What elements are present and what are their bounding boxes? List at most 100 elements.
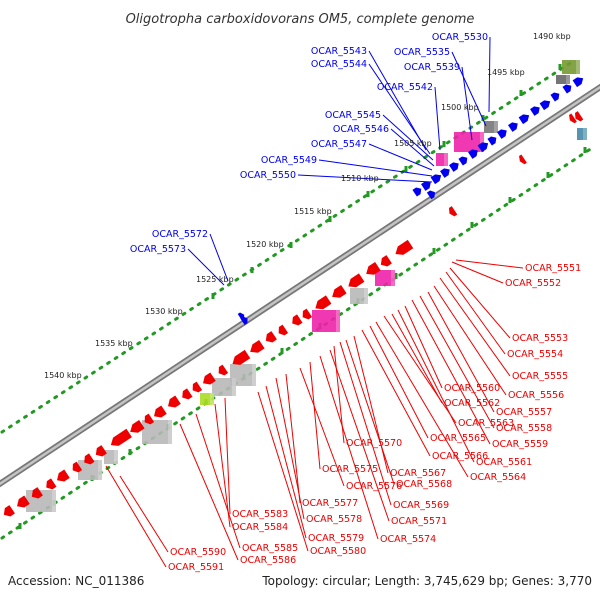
reverse-gene-label: OCAR_5551 bbox=[525, 263, 581, 274]
reverse-gene-label-leader-line bbox=[195, 413, 241, 549]
scale-label: 1525 kbp bbox=[196, 275, 234, 284]
forward-gene-arrow bbox=[487, 136, 497, 146]
dark-box bbox=[484, 121, 498, 133]
reverse-gene-label-leader-line bbox=[179, 423, 239, 561]
reverse-gene-arrow bbox=[72, 461, 83, 473]
reverse-gene-label: OCAR_5560 bbox=[444, 383, 500, 394]
forward-gene-label: OCAR_5545 bbox=[325, 110, 381, 121]
forward-gene-arrow-shape bbox=[430, 174, 442, 185]
reverse-gene-arrow-shape bbox=[130, 419, 145, 433]
forward-gene-label: OCAR_5573 bbox=[130, 244, 186, 255]
reverse-gene-arrow bbox=[167, 395, 181, 408]
reverse-gene-arrow bbox=[278, 324, 289, 336]
forward-gene-label: OCAR_5542 bbox=[377, 82, 433, 93]
reverse-gene-label-leader-line bbox=[449, 267, 511, 339]
reverse-gene-label: OCAR_5566 bbox=[432, 451, 488, 462]
reverse-gene-label-leader-line bbox=[285, 373, 301, 504]
reverse-gene-label: OCAR_5561 bbox=[476, 457, 532, 468]
forward-gene-arrow-shape bbox=[539, 100, 551, 111]
reverse-gene-arrow-shape bbox=[95, 445, 107, 457]
forward-gene-arrow-shape bbox=[572, 77, 584, 88]
reverse-gene-arrow bbox=[332, 284, 347, 298]
reverse-gene-label-leader-line bbox=[257, 391, 309, 552]
forward-gene-arrow bbox=[468, 149, 478, 159]
forward-gene-label: OCAR_5546 bbox=[333, 124, 389, 135]
reverse-gene-arrow bbox=[144, 413, 155, 425]
scale-label: 1495 kbp bbox=[487, 68, 525, 77]
reverse-gene-label: OCAR_5575 bbox=[322, 464, 378, 475]
forward-gene-arrow-shape bbox=[421, 181, 431, 191]
reverse-gene-arrow-shape bbox=[16, 495, 30, 508]
reverse-gene-arrow-shape bbox=[192, 381, 203, 393]
reverse-gene-label-leader-line bbox=[119, 475, 169, 553]
reverse-gene-arrow bbox=[448, 206, 458, 217]
reverse-gene-label-leader-line bbox=[309, 361, 321, 470]
outer-scale-tick bbox=[442, 141, 446, 147]
reverse-gene-label: OCAR_5562 bbox=[444, 398, 500, 409]
outer-scale-tick bbox=[289, 242, 293, 248]
forward-gene-arrow bbox=[550, 92, 560, 102]
genome-backbone bbox=[0, 83, 600, 488]
map-title: Oligotropha carboxidovorans OM5, complet… bbox=[126, 12, 475, 27]
gray-box-shine bbox=[168, 420, 172, 444]
reverse-gene-arrow-shape bbox=[265, 331, 277, 343]
reverse-gene-arrow bbox=[182, 388, 193, 400]
reverse-gene-arrow bbox=[265, 331, 277, 343]
inner-scale-tick bbox=[432, 248, 436, 254]
reverse-gene-label-leader-line bbox=[455, 259, 524, 269]
forward-gene-label-leader-line bbox=[382, 114, 434, 161]
reverse-gene-label: OCAR_5563 bbox=[458, 418, 514, 429]
scale-label: 1515 kbp bbox=[294, 207, 332, 216]
reverse-gene-label: OCAR_5564 bbox=[470, 472, 526, 483]
reverse-gene-label: OCAR_5583 bbox=[232, 509, 288, 520]
inner-scale-tick bbox=[508, 197, 512, 203]
outer-scale-tick bbox=[519, 90, 523, 96]
gray-box bbox=[142, 420, 172, 444]
reverse-gene-label: OCAR_5565 bbox=[430, 433, 486, 444]
reverse-gene-arrow bbox=[110, 428, 132, 446]
forward-gene-label: OCAR_5539 bbox=[404, 62, 460, 73]
reverse-gene-arrow bbox=[31, 487, 43, 499]
reverse-gene-label: OCAR_5585 bbox=[242, 543, 298, 554]
reverse-gene-label-leader-line bbox=[224, 397, 231, 515]
gene-arrows bbox=[3, 77, 584, 517]
reverse-gene-label: OCAR_5569 bbox=[393, 500, 449, 511]
forward-gene-arrow bbox=[449, 162, 459, 172]
forward-gene-arrow bbox=[458, 156, 468, 166]
reverse-gene-label-leader-line bbox=[214, 403, 231, 528]
reverse-gene-label: OCAR_5590 bbox=[170, 547, 226, 558]
reverse-gene-arrow-shape bbox=[250, 339, 265, 353]
reverse-gene-arrow-shape bbox=[232, 349, 251, 365]
forward-gene-arrow-shape bbox=[468, 149, 478, 159]
reverse-gene-arrow-shape bbox=[332, 284, 347, 298]
reverse-gene-arrow bbox=[574, 111, 584, 122]
reverse-gene-label-leader-line bbox=[345, 339, 395, 485]
outer-scale-tick bbox=[328, 216, 332, 222]
forward-gene-arrow-shape bbox=[458, 156, 468, 166]
reverse-gene-arrow-shape bbox=[292, 314, 303, 326]
reverse-gene-arrow-shape bbox=[72, 461, 83, 473]
outer-scale-tick bbox=[211, 293, 215, 299]
reverse-gene-arrow bbox=[232, 349, 251, 365]
reverse-gene-label: OCAR_5586 bbox=[240, 555, 296, 566]
pink-box-shine bbox=[480, 132, 484, 152]
scale-label: 1530 kbp bbox=[145, 307, 183, 316]
reverse-gene-arrow bbox=[250, 339, 265, 353]
forward-gene-arrow-shape bbox=[237, 312, 245, 321]
reverse-gene-label-leader-line bbox=[419, 295, 495, 429]
reverse-gene-arrow bbox=[46, 478, 57, 490]
scale-label: 1535 kbp bbox=[95, 339, 133, 348]
reverse-gene-label: OCAR_5580 bbox=[310, 546, 366, 557]
forward-gene-label-leader-line bbox=[461, 66, 473, 141]
reverse-gene-label-leader-line bbox=[375, 321, 469, 478]
reverse-gene-label-leader-line bbox=[339, 341, 392, 506]
scale-label: 1510 kbp bbox=[341, 174, 379, 183]
reverse-gene-arrow bbox=[348, 273, 365, 288]
gray-box-shine bbox=[114, 450, 118, 464]
reverse-gene-label: OCAR_5570 bbox=[346, 438, 402, 449]
dark-box-shine bbox=[566, 75, 570, 84]
reverse-gene-label-leader-line bbox=[319, 355, 379, 540]
inner-scale-tick bbox=[280, 348, 284, 354]
reverse-gene-label-leader-line bbox=[397, 309, 475, 463]
scale-labels: 1490 kbp 1495 kbp 1500 kbp 1505 kbp 1510 kbp… bbox=[44, 32, 571, 380]
